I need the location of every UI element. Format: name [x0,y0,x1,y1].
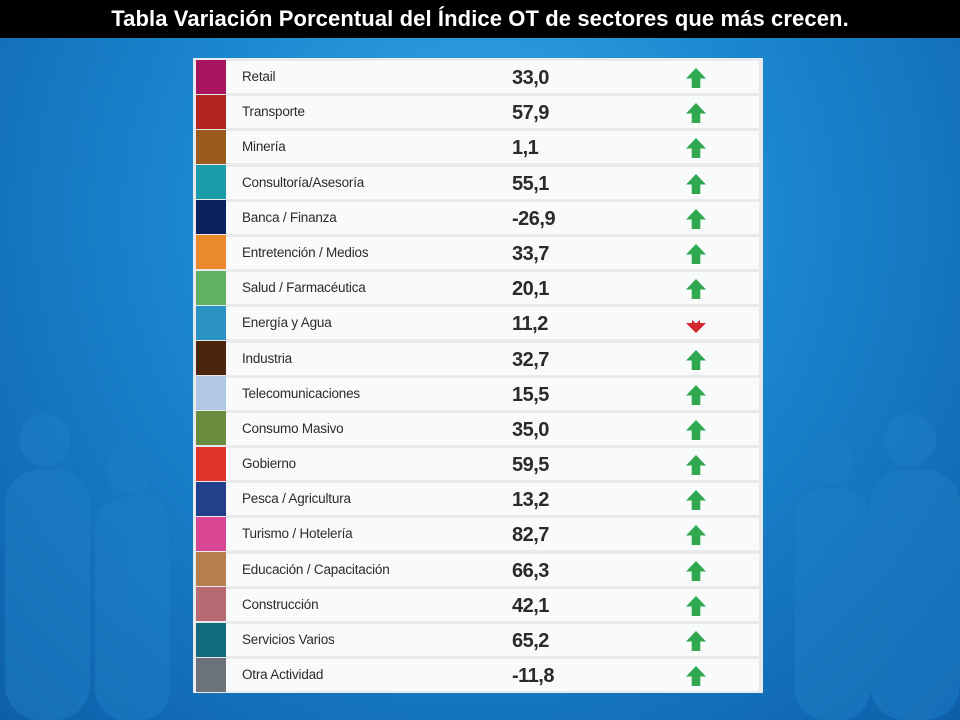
sector-label: Industria [242,350,292,366]
table-row: Educación / Capacitación 66,3 [196,552,759,587]
table-row: Salud / Farmacéutica 20,1 [196,270,759,305]
sector-label: Gobierno [242,456,296,472]
sector-value: 33,0 [512,67,549,89]
table-row: Otra Actividad -11,8 [196,657,759,692]
sector-label: Energía y Agua [242,315,332,331]
arrow-up-icon [686,525,706,546]
sector-value: 42,1 [512,594,549,617]
arrow-up-icon [686,419,706,440]
color-swatch [196,129,226,164]
arrow-up-icon [686,208,706,229]
arrow-up-icon [686,173,706,194]
arrow-up-icon [686,243,706,264]
table-row: Servicios Varios 65,2 [196,622,759,657]
arrow-down-icon [686,320,706,334]
sector-label: Construcción [242,596,319,612]
sector-value: 13,2 [512,489,549,512]
sector-label: Consultoría/Asesoría [242,174,365,190]
sector-label: Retail [242,69,276,84]
table-row: Energía y Agua 11,2 [196,305,759,340]
arrow-up-icon [686,490,706,511]
arrow-up-icon [686,349,706,370]
color-swatch [196,200,226,235]
color-swatch [196,341,226,375]
sector-label: Minería [242,139,286,155]
table-row: Consultoría/Asesoría 55,1 [196,165,759,200]
color-swatch [196,165,226,200]
color-swatch [196,552,226,587]
arrow-up-icon [686,595,706,616]
sector-value: 57,9 [512,102,549,125]
sector-label: Salud / Farmacéutica [242,280,366,296]
table-row: Entretención / Medios 33,7 [196,235,759,270]
color-swatch [196,94,226,129]
sector-label: Servicios Varios [242,632,335,647]
arrow-up-icon [686,103,706,124]
sector-label: Educación / Capacitación [242,561,390,577]
sector-value: 35,0 [512,418,549,441]
page-title: Tabla Variación Porcentual del Índice OT… [0,0,960,38]
sector-value: 82,7 [512,524,549,547]
sector-value: 11,2 [512,313,548,336]
sector-label: Transporte [242,104,305,120]
sector-label: Consumo Masivo [242,420,344,436]
sector-label: Pesca / Agricultura [242,491,351,507]
sector-value: 59,5 [512,454,549,477]
sector-value: 1,1 [512,137,539,160]
sector-value: 20,1 [512,278,549,301]
sector-label: Telecomunicaciones [242,385,360,401]
sector-label: Banca / Finanza [242,209,337,225]
sector-value: 33,7 [512,242,549,265]
arrow-up-icon [686,384,706,405]
sector-value: 66,3 [512,559,549,582]
sector-value: 65,2 [512,630,549,652]
sector-value: -26,9 [512,207,556,230]
color-swatch [196,516,226,551]
arrow-up-icon [686,560,706,581]
color-swatch [196,305,226,340]
table-row: Consumo Masivo 35,0 [196,411,759,446]
sector-label: Entretención / Medios [242,244,369,260]
sector-value: -11,8 [512,665,554,688]
table-row: Retail 33,0 [196,59,759,94]
table-row: Banca / Finanza -26,9 [196,200,759,235]
arrow-up-icon [686,279,706,300]
table-row: Pesca / Agricultura 13,2 [196,481,759,516]
color-swatch [196,657,226,692]
color-swatch [196,481,226,516]
arrow-up-icon [686,455,706,476]
color-swatch [196,59,226,94]
table-row: Gobierno 59,5 [196,446,759,481]
color-swatch [196,622,226,657]
table-row: Telecomunicaciones 15,5 [196,376,759,411]
table-row: Transporte 57,9 [196,94,759,129]
color-swatch [196,411,226,446]
sector-value: 32,7 [512,348,549,371]
sector-label: Otra Actividad [242,667,324,683]
table-row: Minería 1,1 [196,129,759,164]
arrow-up-icon [686,666,706,687]
color-swatch [196,270,226,305]
sector-value: 15,5 [512,383,549,406]
sector-table: Retail 33,0 Transporte 57,9 Minería 1,1 Consul… [193,58,763,693]
table-row: Industria 32,7 [196,341,759,375]
sector-value: 55,1 [512,172,549,195]
color-swatch [196,376,226,411]
color-swatch [196,587,226,622]
sector-label: Turismo / Hotelería [242,526,353,542]
arrow-up-icon [686,631,706,651]
arrow-up-icon [686,68,706,88]
color-swatch [196,235,226,270]
table-row: Turismo / Hotelería 82,7 [196,516,759,551]
color-swatch [196,446,226,481]
table-row: Construcción 42,1 [196,587,759,622]
arrow-up-icon [686,138,706,159]
